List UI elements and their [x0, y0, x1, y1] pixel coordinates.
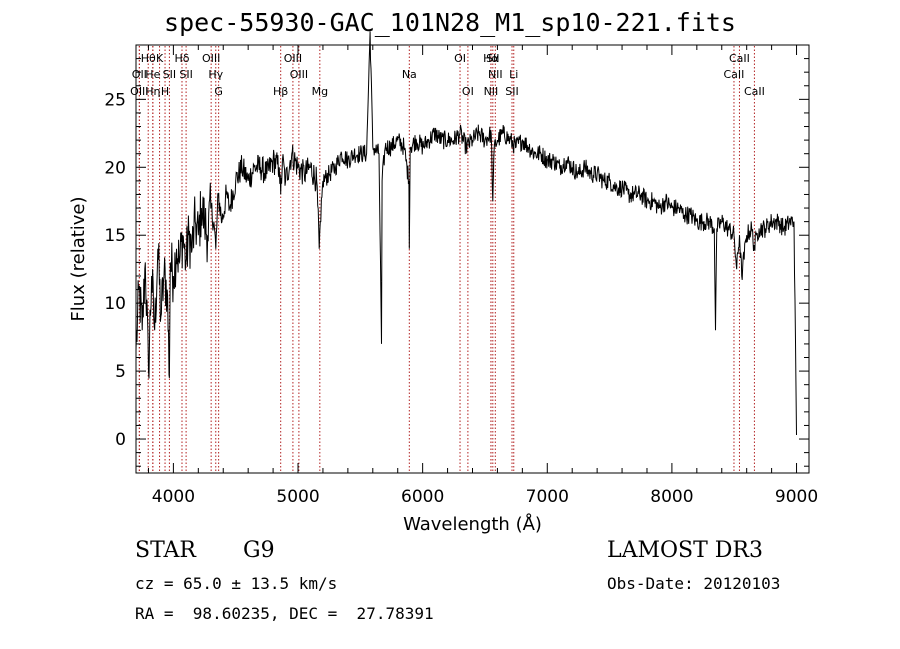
line-marker-label: OIII — [202, 52, 220, 65]
y-tick-label: 0 — [115, 430, 126, 450]
axes-group: 4000 5000 6000 7000 8000 9000 0 5 10 15 20 25 Wavele… — [68, 44, 818, 535]
line-marker-label: Hδ — [174, 52, 189, 65]
observation-date: Obs-Date: 20120103 — [607, 574, 781, 593]
line-marker-label: Hγ — [208, 68, 223, 81]
line-marker-label: CaII — [724, 68, 745, 81]
line-marker-label: SII — [505, 85, 518, 98]
y-tick-label: 20 — [104, 158, 126, 178]
line-marker-label: Li — [509, 68, 518, 81]
line-marker-label: SII — [486, 52, 499, 65]
ra-dec-coordinates: RA = 98.60235, DEC = 27.78391 — [135, 604, 434, 623]
y-tick-label: 25 — [104, 90, 126, 110]
line-marker-label: G — [214, 85, 223, 98]
line-marker-label: SII — [179, 68, 192, 81]
line-marker-label: Hα — [483, 52, 499, 65]
line-marker-label: Hβ — [273, 85, 288, 98]
plot-frame — [135, 44, 810, 474]
line-marker-label: CaII — [729, 52, 750, 65]
line-marker-label: Hθ — [141, 52, 156, 65]
line-marker-label: Mg — [312, 85, 328, 98]
line-marker-label: H — [161, 85, 169, 98]
x-tick-label: 7000 — [526, 487, 569, 507]
x-tick-label: 6000 — [401, 487, 444, 507]
line-marker-label: OIII — [284, 52, 302, 65]
spectral-subclass: G9 — [243, 538, 275, 563]
object-class: STAR — [135, 538, 196, 563]
line-marker-label: OIII — [290, 68, 308, 81]
chart-title: spec-55930-GAC_101N28_M1_sp10-221.fits — [164, 8, 736, 37]
line-marker-label: OII — [132, 68, 147, 81]
line-marker-label: Hη — [145, 85, 160, 98]
y-axis-label: Flux (relative) — [68, 196, 89, 321]
y-tick-label: 10 — [104, 294, 126, 314]
x-tick-label: 5000 — [276, 487, 319, 507]
line-marker-label: CaII — [744, 85, 765, 98]
x-axis-label: Wavelength (Å) — [403, 513, 542, 535]
line-marker-label: He — [145, 68, 160, 81]
line-marker-label: OI — [462, 85, 474, 98]
line-marker-label: OI — [454, 52, 466, 65]
line-marker-label: SII — [163, 68, 176, 81]
line-marker-label: K — [156, 52, 164, 65]
flux-line — [135, 31, 797, 436]
line-markers — [138, 46, 755, 472]
survey-name: LAMOST DR3 — [607, 538, 763, 563]
y-tick-label: 15 — [104, 226, 126, 246]
line-marker-label: NII — [488, 68, 503, 81]
line-marker-label: Na — [402, 68, 417, 81]
redshift-velocity: cz = 65.0 ± 13.5 km/s — [135, 574, 338, 593]
line-marker-label: NII — [484, 85, 499, 98]
x-tick-label: 4000 — [152, 487, 195, 507]
line-marker-label: OIII — [130, 85, 148, 98]
y-tick-label: 5 — [115, 362, 126, 382]
x-tick-label: 8000 — [650, 487, 693, 507]
x-tick-label: 9000 — [775, 487, 818, 507]
series-group — [135, 31, 797, 436]
